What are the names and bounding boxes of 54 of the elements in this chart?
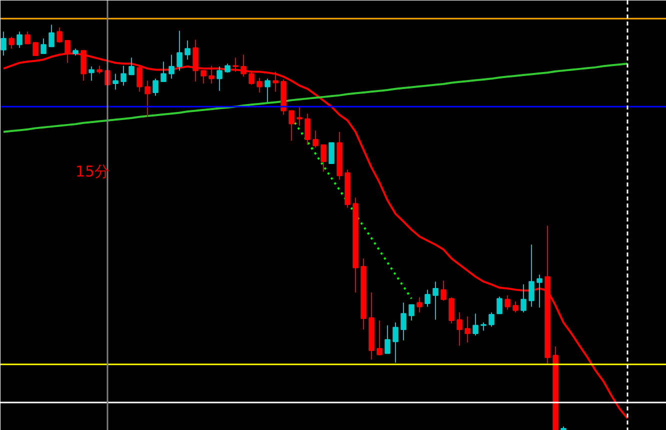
- candlestick: [264, 78, 270, 104]
- candlestick: [200, 70, 206, 84]
- candlestick: [120, 65, 126, 86]
- candlestick: [40, 38, 46, 54]
- candlestick: [272, 71, 278, 92]
- candlestick: [424, 289, 430, 308]
- candlestick: [256, 77, 262, 93]
- candlestick: [216, 66, 222, 92]
- candlestick: [456, 312, 462, 346]
- candlestick: [304, 113, 310, 146]
- candlestick: [440, 280, 446, 302]
- candlestick: [152, 78, 158, 96]
- candlestick: [536, 274, 542, 308]
- candlestick: [400, 302, 406, 341]
- candlestick: [176, 30, 182, 72]
- candlestick: [520, 284, 526, 313]
- candlestick: [144, 80, 150, 118]
- candlestick: [416, 296, 422, 313]
- annotation: 15分: [76, 162, 110, 180]
- candlestick: [384, 324, 390, 354]
- candlestick: [0, 31, 6, 56]
- candlestick: [448, 296, 454, 324]
- candlestick: [88, 66, 94, 82]
- candlestick: [320, 144, 326, 172]
- candlestick: [168, 54, 174, 80]
- candlestick: [488, 312, 494, 328]
- candlestick: [128, 57, 134, 76]
- candlestick: [392, 322, 398, 364]
- candlestick: [408, 304, 414, 322]
- candlestick: [312, 130, 318, 148]
- candlestick: [376, 320, 382, 356]
- candlestick: [512, 300, 518, 313]
- candlestick: [208, 65, 214, 84]
- candlestick: [136, 65, 142, 92]
- candlestick: [24, 31, 30, 44]
- candlestick: [328, 142, 334, 164]
- candlestick: [528, 244, 534, 308]
- candlestick: [464, 316, 470, 343]
- candlestick: [112, 73, 118, 90]
- candlestick: [472, 313, 478, 336]
- candlestick: [160, 61, 166, 82]
- candlestick: [8, 36, 14, 50]
- candlestick: [296, 106, 302, 126]
- candlestick: [288, 110, 294, 142]
- candlestick: [232, 57, 238, 72]
- candlestick: [248, 70, 254, 86]
- candlestick: [432, 281, 438, 320]
- candlestick: [184, 40, 190, 60]
- candlestick: [48, 24, 54, 48]
- candlestick: [16, 31, 22, 48]
- candlestick: [504, 294, 510, 310]
- candlestick: [32, 42, 38, 56]
- candlestick: [496, 296, 502, 314]
- candlestick: [56, 27, 62, 44]
